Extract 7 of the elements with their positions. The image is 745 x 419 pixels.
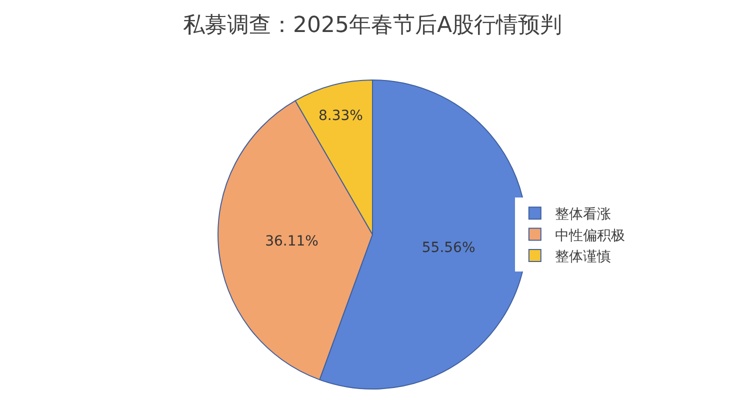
legend-label: 中性偏积极: [554, 228, 625, 244]
legend-label: 整体谨慎: [554, 248, 611, 265]
data-label: 8.33%: [318, 108, 363, 124]
legend-label: 整体看涨: [554, 206, 611, 223]
data-label: 55.56%: [422, 240, 476, 256]
chart-title: 私募调查：2025年春节后A股行情预判: [182, 13, 562, 38]
data-label: 36.11%: [265, 234, 318, 250]
